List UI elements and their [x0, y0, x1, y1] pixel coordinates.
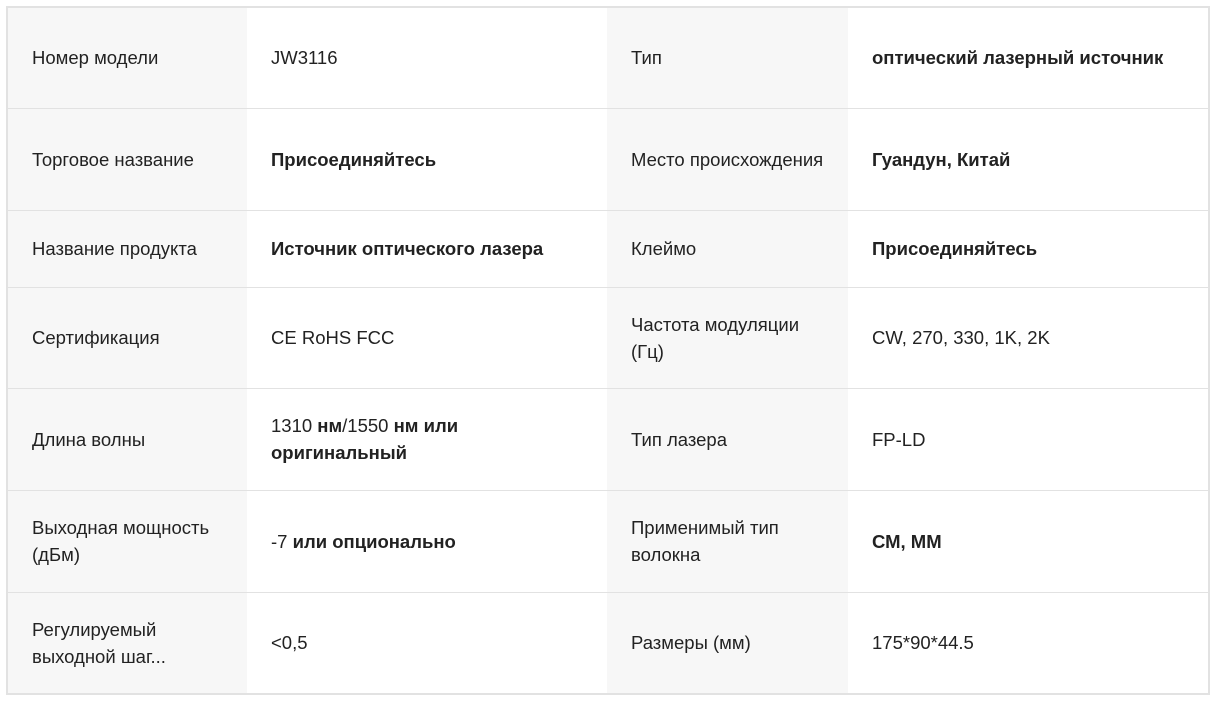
spec-value-segment: СМ, ММ — [872, 530, 942, 552]
spec-label: Название продукта — [7, 209, 247, 287]
spec-value: 175*90*44.5 — [848, 591, 1209, 694]
spec-label: Клеймо — [607, 209, 848, 287]
spec-value: -7 или опционально — [247, 489, 607, 592]
spec-value-segment: Источник оптического лазера — [271, 238, 544, 259]
spec-value: Присоединяйтесь — [247, 107, 607, 210]
spec-value: <0,5 — [247, 591, 607, 694]
spec-label: Номер модели — [7, 6, 247, 108]
spec-value: Присоединяйтесь — [848, 209, 1209, 287]
spec-value-segment: FP-LD — [872, 428, 926, 450]
spec-label: Сертификация — [7, 286, 247, 388]
spec-label: Тип — [607, 6, 848, 108]
spec-value: СМ, ММ — [848, 489, 1209, 592]
spec-value-segment: оптический лазерный источник — [872, 47, 1164, 69]
spec-value-segment: нм — [317, 415, 343, 436]
table-row: Выходная мощность (дБм) -7 или опциональн… — [7, 489, 1209, 592]
spec-value-segment: CE RoHS FCC — [271, 327, 395, 348]
spec-value-segment: или опционально — [292, 530, 456, 552]
spec-label: Применимый тип волокна — [607, 489, 848, 592]
spec-value: 1310 нм/1550 нм или оригинальный — [247, 387, 607, 490]
spec-label: Выходная мощность (дБм) — [7, 489, 247, 592]
spec-value-segment: -7 — [271, 530, 293, 552]
spec-value: Гуандун, Китай — [848, 107, 1209, 210]
spec-value: CW, 270, 330, 1K, 2K — [848, 286, 1209, 388]
spec-label: Размеры (мм) — [607, 591, 848, 694]
spec-value-segment: нм или оригинальный — [271, 415, 459, 463]
spec-label: Частота модуляции (Гц) — [607, 286, 848, 388]
spec-value: JW3116 — [247, 6, 607, 108]
spec-value-segment: <0,5 — [271, 632, 308, 654]
spec-table: Номер модели JW3116 Тип оптический лазерный… — [6, 6, 1210, 695]
spec-label: Длина волны — [7, 387, 247, 490]
spec-value-segment: Присоединяйтесь — [872, 238, 1038, 259]
spec-table-container: Номер модели JW3116 Тип оптический лазерный… — [6, 6, 1210, 695]
spec-label: Место происхождения — [607, 107, 848, 210]
spec-value-segment: 1310 — [271, 415, 318, 436]
spec-value-segment: JW3116 — [271, 47, 338, 69]
spec-value-segment: /1550 — [342, 415, 394, 436]
table-row: Название продукта Источник оптического ла… — [7, 209, 1209, 287]
spec-value: оптический лазерный источник — [848, 6, 1209, 108]
table-row: Номер модели JW3116 Тип оптический лазерный… — [7, 6, 1209, 108]
table-row: Регулируемый выходной шаг... <0,5 Размеры … — [7, 591, 1209, 694]
spec-value-segment: CW, 270, 330, 1K, 2K — [872, 327, 1050, 348]
spec-value: FP-LD — [848, 387, 1209, 490]
spec-value-segment: Гуандун, Китай — [872, 148, 1011, 170]
table-row: Длина волны 1310 нм/1550 нм или оригиналь… — [7, 387, 1209, 490]
spec-value: CE RoHS FCC — [247, 286, 607, 388]
spec-value: Источник оптического лазера — [247, 209, 607, 287]
spec-value-segment: 175*90*44.5 — [872, 632, 974, 654]
spec-label: Тип лазера — [607, 387, 848, 490]
table-row: Сертификация CE RoHS FCC Частота модуляции… — [7, 286, 1209, 388]
table-row: Торговое название Присоединяйтесь Место пр… — [7, 107, 1209, 210]
spec-label: Торговое название — [7, 107, 247, 210]
spec-value-segment: Присоединяйтесь — [271, 148, 437, 170]
spec-label: Регулируемый выходной шаг... — [7, 591, 247, 694]
